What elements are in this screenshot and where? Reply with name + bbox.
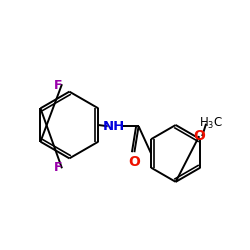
Text: O: O — [128, 155, 140, 169]
Text: O: O — [193, 129, 205, 143]
Text: F: F — [54, 79, 62, 92]
Text: NH: NH — [103, 120, 125, 133]
Text: F: F — [54, 160, 62, 173]
Text: $\mathregular{H_3C}$: $\mathregular{H_3C}$ — [199, 116, 223, 131]
